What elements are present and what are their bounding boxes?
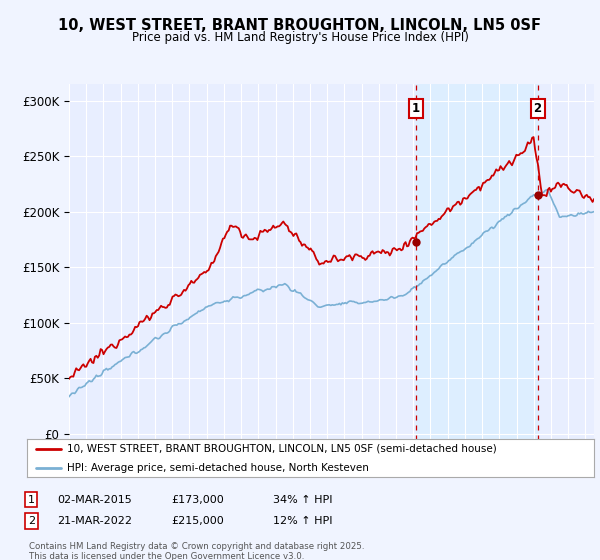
Text: 34% ↑ HPI: 34% ↑ HPI	[273, 494, 332, 505]
Text: 1: 1	[412, 102, 420, 115]
Text: Contains HM Land Registry data © Crown copyright and database right 2025.
This d: Contains HM Land Registry data © Crown c…	[29, 542, 364, 560]
Text: 21-MAR-2022: 21-MAR-2022	[57, 516, 132, 526]
Text: HPI: Average price, semi-detached house, North Kesteven: HPI: Average price, semi-detached house,…	[67, 463, 368, 473]
Text: 10, WEST STREET, BRANT BROUGHTON, LINCOLN, LN5 0SF (semi-detached house): 10, WEST STREET, BRANT BROUGHTON, LINCOL…	[67, 444, 496, 454]
Text: 02-MAR-2015: 02-MAR-2015	[57, 494, 132, 505]
Text: 10, WEST STREET, BRANT BROUGHTON, LINCOLN, LN5 0SF: 10, WEST STREET, BRANT BROUGHTON, LINCOL…	[59, 18, 542, 33]
Bar	[416, 84, 538, 440]
Text: £215,000: £215,000	[171, 516, 224, 526]
Text: Price paid vs. HM Land Registry's House Price Index (HPI): Price paid vs. HM Land Registry's House …	[131, 31, 469, 44]
Text: 2: 2	[533, 102, 542, 115]
Text: 2: 2	[28, 516, 35, 526]
Text: £173,000: £173,000	[171, 494, 224, 505]
Text: 12% ↑ HPI: 12% ↑ HPI	[273, 516, 332, 526]
Text: 1: 1	[28, 494, 35, 505]
